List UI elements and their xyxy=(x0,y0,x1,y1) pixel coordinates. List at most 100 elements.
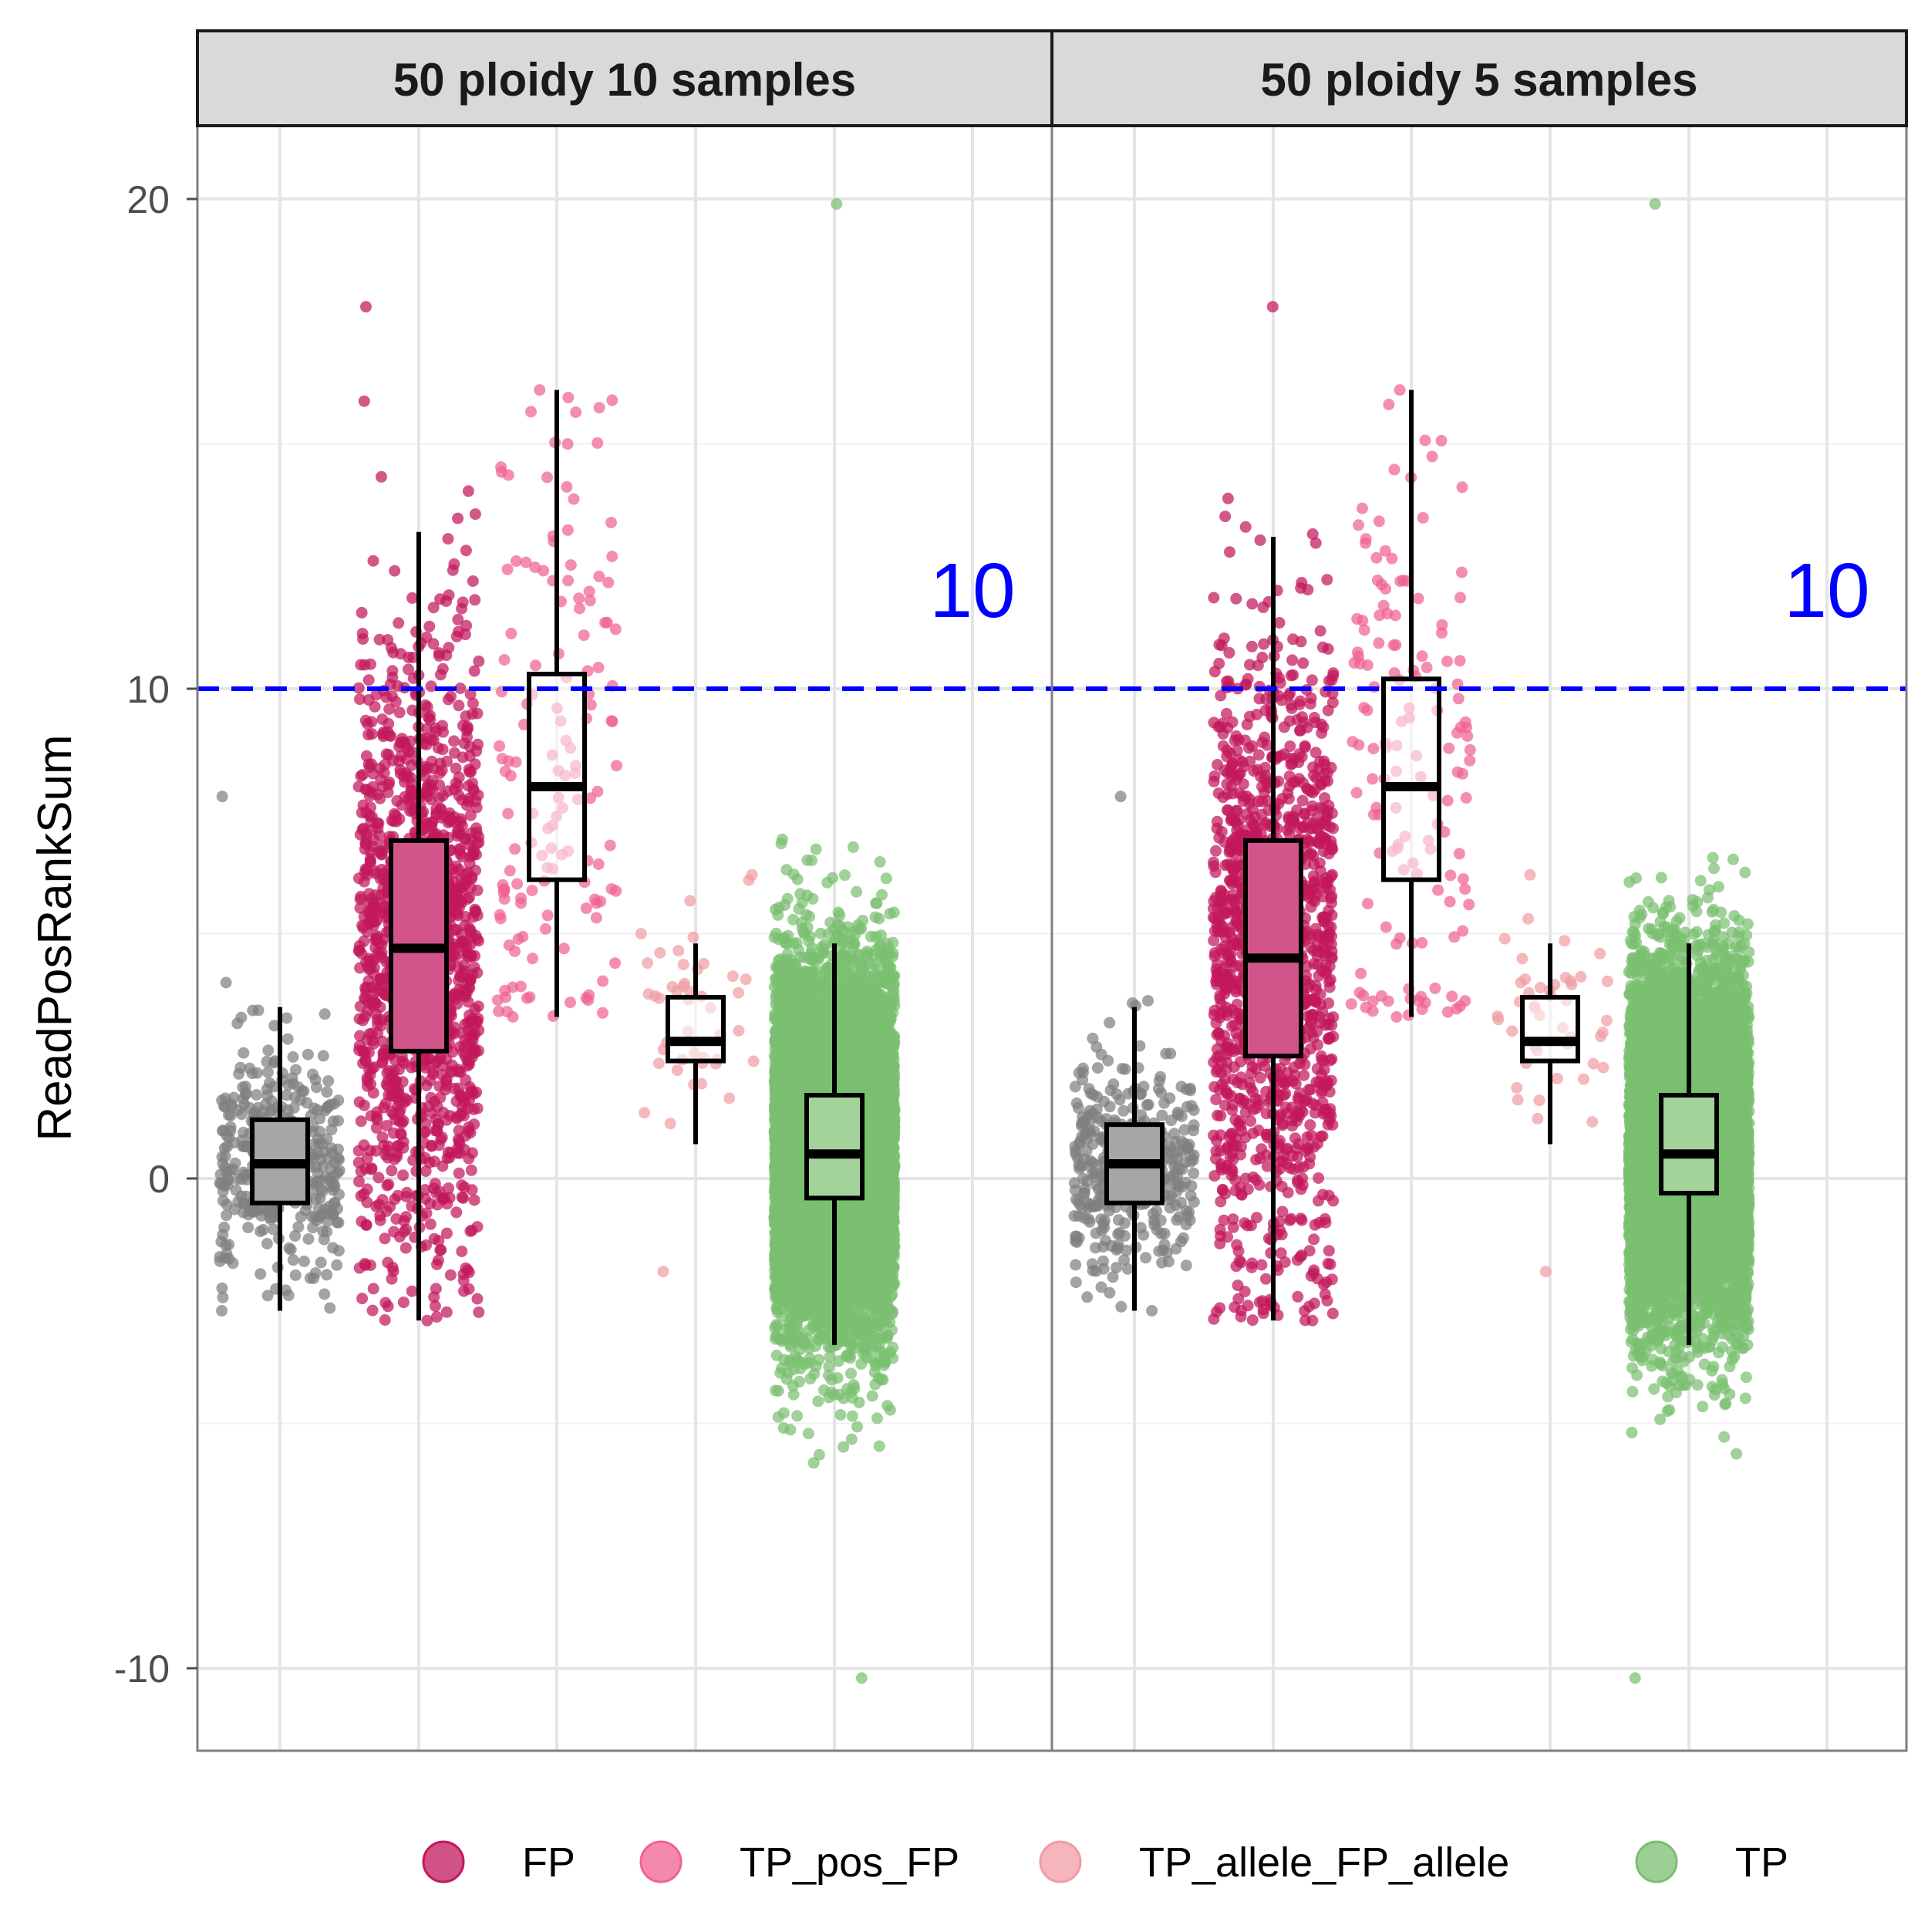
data-point xyxy=(469,962,480,973)
data-point xyxy=(356,1115,367,1127)
data-point xyxy=(365,846,376,858)
data-point xyxy=(261,1056,272,1067)
data-point xyxy=(397,1076,409,1087)
data-point xyxy=(460,991,471,1003)
data-point xyxy=(430,1125,441,1137)
data-point xyxy=(219,1252,231,1263)
data-point xyxy=(509,843,521,855)
data-point xyxy=(470,1016,482,1027)
data-point xyxy=(874,1441,885,1452)
data-point xyxy=(452,910,463,922)
data-point xyxy=(505,628,517,639)
data-point xyxy=(467,844,479,855)
data-point xyxy=(360,301,372,312)
data-point xyxy=(443,642,454,653)
data-point xyxy=(463,780,474,791)
data-point xyxy=(224,1132,235,1144)
data-point xyxy=(505,770,517,781)
data-point xyxy=(266,1095,278,1107)
data-point xyxy=(463,922,475,934)
data-point xyxy=(360,1163,372,1175)
data-point xyxy=(303,1233,315,1245)
data-point xyxy=(368,555,379,567)
data-point xyxy=(322,1216,333,1227)
data-point xyxy=(312,1148,324,1159)
data-point xyxy=(831,198,842,210)
data-point xyxy=(562,438,574,450)
data-point xyxy=(369,997,381,1009)
data-point xyxy=(581,902,592,914)
data-point xyxy=(322,1075,334,1087)
data-point xyxy=(324,1303,335,1314)
data-point xyxy=(605,840,616,851)
data-point xyxy=(573,592,585,604)
data-point xyxy=(357,1015,369,1027)
data-point xyxy=(466,1165,477,1176)
data-point xyxy=(502,808,514,820)
data-point xyxy=(358,800,369,811)
data-point xyxy=(376,946,388,958)
data-point xyxy=(458,1286,470,1297)
data-point xyxy=(362,729,374,740)
data-point xyxy=(400,741,412,753)
data-point xyxy=(377,728,389,740)
data-point xyxy=(466,1084,477,1096)
data-point xyxy=(425,1219,436,1230)
data-point xyxy=(382,1180,393,1192)
data-point xyxy=(298,1256,310,1267)
data-point xyxy=(332,1167,344,1178)
data-point xyxy=(430,808,442,819)
data-point xyxy=(578,629,590,641)
data-point xyxy=(394,706,406,718)
data-point xyxy=(290,1269,302,1281)
data-point xyxy=(319,1008,331,1020)
data-point xyxy=(511,878,523,890)
data-point xyxy=(216,1305,228,1317)
data-point xyxy=(386,1273,398,1285)
data-point xyxy=(740,973,752,985)
data-point xyxy=(238,1127,249,1138)
data-point xyxy=(427,1068,439,1080)
data-point xyxy=(395,1128,406,1139)
data-point xyxy=(453,1168,465,1179)
data-point xyxy=(457,751,469,763)
data-point xyxy=(399,1216,410,1227)
data-point xyxy=(467,1184,478,1195)
data-point xyxy=(393,617,404,629)
data-point xyxy=(288,1077,299,1089)
data-point xyxy=(228,1164,239,1175)
data-point xyxy=(649,990,661,1002)
data-point xyxy=(460,868,471,880)
data-point xyxy=(811,844,822,855)
data-point xyxy=(406,592,418,604)
data-point xyxy=(268,1224,279,1236)
data-point xyxy=(606,394,618,406)
data-point xyxy=(374,634,386,646)
data-point xyxy=(530,659,541,671)
data-point xyxy=(460,1263,471,1274)
data-point xyxy=(320,1171,332,1182)
data-point xyxy=(288,1051,299,1063)
data-point xyxy=(606,551,618,562)
data-point xyxy=(332,1203,343,1215)
data-point xyxy=(379,1297,391,1309)
data-point xyxy=(281,1090,292,1101)
data-point xyxy=(423,1052,435,1064)
data-point xyxy=(469,1195,480,1206)
data-point xyxy=(371,930,383,942)
data-point xyxy=(365,1259,376,1271)
data-point xyxy=(534,384,545,396)
data-point xyxy=(377,1047,389,1059)
data-point xyxy=(606,883,618,895)
data-point xyxy=(398,771,410,783)
data-point xyxy=(428,602,440,613)
data-point xyxy=(448,735,460,747)
data-point xyxy=(321,1269,332,1280)
data-point xyxy=(460,545,472,556)
data-point xyxy=(635,928,647,939)
data-point xyxy=(258,1106,269,1118)
data-point xyxy=(365,963,376,974)
data-point xyxy=(362,1196,373,1208)
data-point xyxy=(295,1211,307,1222)
